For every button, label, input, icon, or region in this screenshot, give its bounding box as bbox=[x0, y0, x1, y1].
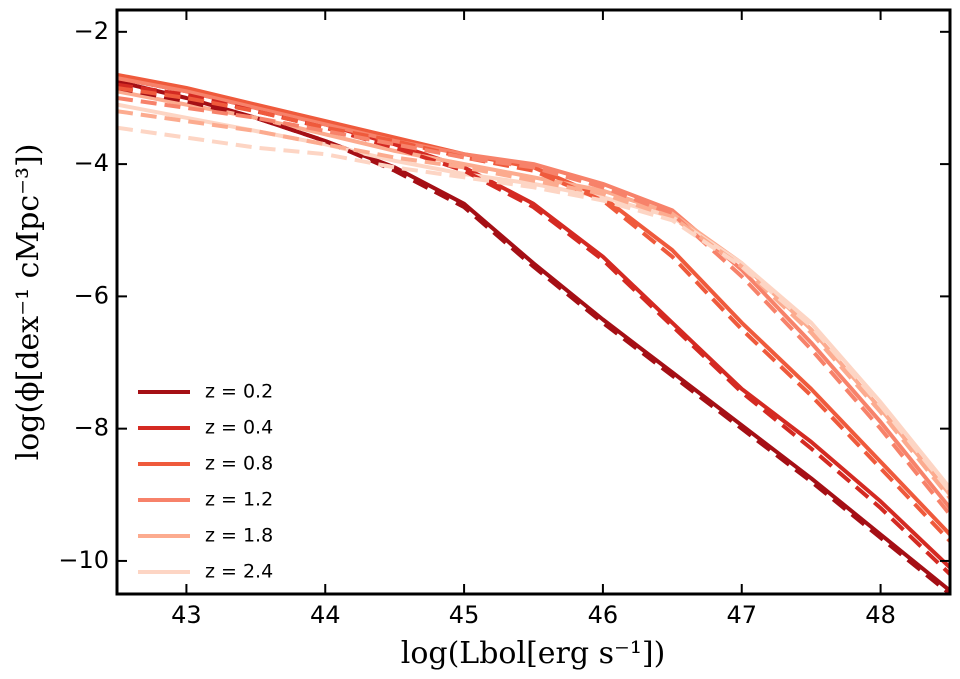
x-tick-label: 48 bbox=[865, 601, 896, 629]
x-axis-label: log(Lbol[erg s⁻¹]) bbox=[401, 636, 666, 671]
legend-label: z = 0.4 bbox=[205, 417, 273, 439]
x-tick-label: 44 bbox=[310, 601, 341, 629]
legend-label: z = 1.2 bbox=[205, 489, 273, 511]
y-tick-label: −10 bbox=[58, 546, 109, 574]
plot-frame bbox=[115, 8, 952, 596]
data-line bbox=[117, 89, 950, 497]
model-line bbox=[117, 125, 950, 493]
x-tick-label: 47 bbox=[726, 601, 757, 629]
model-line bbox=[117, 86, 950, 594]
legend-label: z = 0.8 bbox=[205, 453, 273, 475]
y-tick-label: −2 bbox=[74, 17, 109, 45]
y-axis-label: log(ϕ[dex⁻¹ cMpc⁻³]) bbox=[11, 144, 46, 461]
model-line bbox=[117, 109, 950, 500]
x-tick-label: 43 bbox=[171, 601, 202, 629]
data-line bbox=[117, 102, 950, 490]
x-tick-label: 45 bbox=[449, 601, 480, 629]
y-tick-label: −6 bbox=[74, 281, 109, 309]
data-line bbox=[117, 76, 950, 510]
y-tick-label: −4 bbox=[74, 149, 109, 177]
x-tick-label: 46 bbox=[588, 601, 619, 629]
legend-label: z = 0.2 bbox=[205, 381, 273, 403]
y-tick-label: −8 bbox=[74, 414, 109, 442]
model-line bbox=[117, 82, 950, 576]
legend-label: z = 1.8 bbox=[205, 525, 273, 547]
model-line bbox=[117, 96, 950, 516]
legend-label: z = 2.4 bbox=[205, 561, 273, 583]
